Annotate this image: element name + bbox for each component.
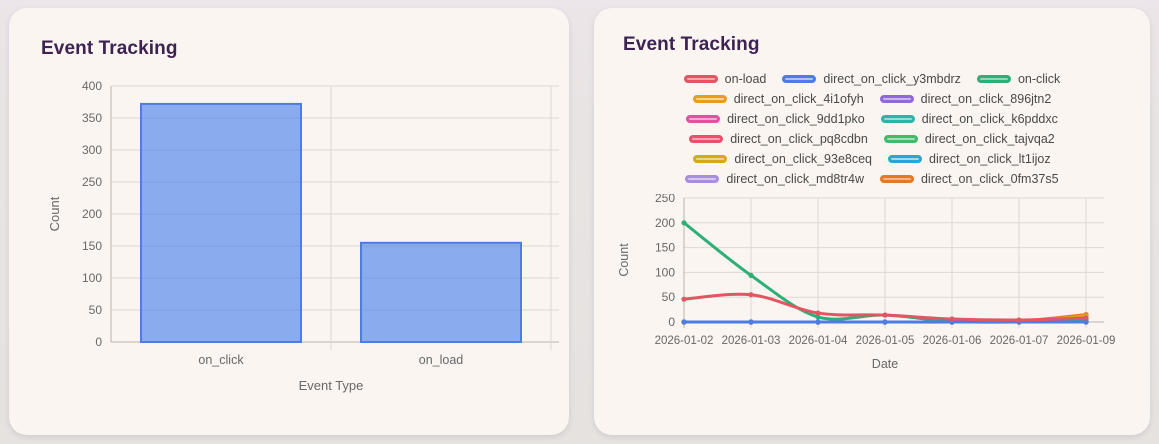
card-title: Event Tracking <box>623 34 760 55</box>
legend-swatch <box>976 75 1011 83</box>
legend-item-direct_on_click_93e8ceq[interactable]: direct_on_click_93e8ceq <box>693 152 872 166</box>
legend-label: on-load <box>724 72 767 86</box>
legend-row: on-load direct_on_click_y3mbdrz on-click <box>608 72 1136 86</box>
y-tick-label: 50 <box>662 290 676 304</box>
point-on-load[interactable] <box>1083 315 1089 321</box>
legend-swatch <box>692 95 727 103</box>
y-axis-title: Count <box>617 243 631 277</box>
chart-legend: on-load direct_on_click_y3mbdrz on-click di… <box>608 72 1136 186</box>
point-on-click[interactable] <box>748 272 754 278</box>
x-axis-title: Event Type <box>299 378 364 393</box>
y-tick-label: 350 <box>82 111 102 125</box>
legend-label: direct_on_click_9dd1pko <box>727 112 865 126</box>
point-on-load[interactable] <box>1016 317 1022 323</box>
legend-item-direct_on_click_4i1ofyh[interactable]: direct_on_click_4i1ofyh <box>692 92 864 106</box>
point-on-click[interactable] <box>815 314 821 320</box>
x-tick-label: on_click <box>198 353 244 367</box>
y-tick-label: 0 <box>95 335 102 349</box>
y-tick-label: 100 <box>655 265 675 279</box>
legend-swatch <box>888 155 922 163</box>
legend-label: direct_on_click_93e8ceq <box>734 152 872 166</box>
legend-row: direct_on_click_4i1ofyh direct_on_click_8… <box>608 92 1136 106</box>
point-direct_on_click_y3mbdrz[interactable] <box>882 319 888 325</box>
legend-swatch <box>879 95 914 103</box>
event-tracking-line-card: Event Tracking on-load direct_on_click_y3… <box>594 8 1150 435</box>
x-tick-label: 2026-01-06 <box>923 335 982 347</box>
x-tick-label: 2026-01-04 <box>789 335 848 347</box>
bar-chart: 0 50 100 150 200 250 300 350 400 on_click on_load E… <box>39 74 569 414</box>
point-on-load[interactable] <box>949 316 955 322</box>
point-direct_on_click_y3mbdrz[interactable] <box>1083 319 1089 325</box>
point-on-load[interactable] <box>748 292 754 298</box>
legend-swatch <box>879 175 914 183</box>
legend-row: direct_on_click_pq8cdbn direct_on_click_t… <box>608 132 1136 146</box>
legend-label: direct_on_click_4i1ofyh <box>733 92 864 106</box>
legend-item-on-click[interactable]: on-click <box>976 72 1061 86</box>
y-tick-label: 0 <box>668 315 675 329</box>
legend-label: direct_on_click_k6pddxc <box>921 112 1058 126</box>
point-direct_on_click_y3mbdrz[interactable] <box>748 319 754 325</box>
legend-swatch <box>693 155 728 163</box>
legend-label: direct_on_click_lt1ijoz <box>929 152 1051 166</box>
legend-item-direct_on_click_k6pddxc[interactable]: direct_on_click_k6pddxc <box>880 112 1058 126</box>
x-tick-label: 2026-01-03 <box>722 335 781 347</box>
point-on-load[interactable] <box>815 310 821 316</box>
legend-item-direct_on_click_lt1ijoz[interactable]: direct_on_click_lt1ijoz <box>888 152 1051 166</box>
legend-item-direct_on_click_md8tr4w[interactable]: direct_on_click_md8tr4w <box>685 172 864 186</box>
y-tick-label: 250 <box>655 194 675 205</box>
x-tick-label: 2026-01-09 <box>1057 335 1116 347</box>
y-tick-label: 200 <box>655 216 675 230</box>
legend-swatch <box>686 115 721 123</box>
legend-swatch <box>880 115 915 123</box>
y-axis-title: Count <box>47 196 62 231</box>
legend-row: direct_on_click_9dd1pko direct_on_click_k… <box>608 112 1136 126</box>
legend-label: direct_on_click_0fm37s5 <box>920 172 1059 186</box>
legend-label: direct_on_click_896jtn2 <box>920 92 1052 106</box>
point-on-load[interactable] <box>681 296 687 302</box>
legend-row: direct_on_click_md8tr4w direct_on_click_0… <box>608 172 1136 186</box>
bar-on_load[interactable] <box>360 241 522 343</box>
legend-item-direct_on_click_y3mbdrz[interactable]: direct_on_click_y3mbdrz <box>782 72 961 86</box>
legend-swatch <box>683 75 718 83</box>
y-tick-label: 100 <box>82 271 102 285</box>
legend-label: direct_on_click_y3mbdrz <box>823 72 961 86</box>
x-tick-label: 2026-01-02 <box>655 335 714 347</box>
legend-swatch <box>685 175 720 183</box>
y-tick-label: 300 <box>82 143 102 157</box>
y-tick-label: 200 <box>82 207 102 221</box>
legend-swatch <box>883 135 918 143</box>
legend-label: direct_on_click_tajvqa2 <box>924 132 1055 146</box>
x-tick-label: 2026-01-07 <box>990 335 1049 347</box>
legend-item-direct_on_click_pq8cdbn[interactable]: direct_on_click_pq8cdbn <box>689 132 868 146</box>
legend-item-direct_on_click_tajvqa2[interactable]: direct_on_click_tajvqa2 <box>883 132 1055 146</box>
line-chart: 0 50 100 150 200 250 2026-01-02 2026-01-03 2026-… <box>612 191 1136 379</box>
point-direct_on_click_y3mbdrz[interactable] <box>681 319 687 325</box>
legend-item-direct_on_click_896jtn2[interactable]: direct_on_click_896jtn2 <box>879 92 1052 106</box>
point-on-load[interactable] <box>882 312 888 318</box>
point-on-click[interactable] <box>681 220 687 226</box>
legend-item-direct_on_click_0fm37s5[interactable]: direct_on_click_0fm37s5 <box>879 172 1059 186</box>
y-tick-label: 400 <box>82 79 102 93</box>
bar-on_click[interactable] <box>140 102 302 344</box>
x-axis-title: Date <box>872 357 898 371</box>
event-tracking-bar-card: Event Tracking 0 50 100 150 200 250 300 350 400 o… <box>9 8 569 435</box>
x-tick-label: on_load <box>419 353 464 367</box>
y-tick-label: 250 <box>82 175 102 189</box>
legend-label: direct_on_click_md8tr4w <box>726 172 864 186</box>
y-tick-label: 150 <box>655 241 675 255</box>
y-tick-label: 50 <box>89 303 103 317</box>
card-title: Event Tracking <box>41 38 178 59</box>
y-tick-label: 150 <box>82 239 102 253</box>
legend-swatch <box>782 75 817 83</box>
legend-row: direct_on_click_93e8ceq direct_on_click_l… <box>608 152 1136 166</box>
legend-item-on-load[interactable]: on-load <box>683 72 767 86</box>
legend-label: direct_on_click_pq8cdbn <box>730 132 868 146</box>
legend-swatch <box>689 135 724 143</box>
x-tick-label: 2026-01-05 <box>856 335 915 347</box>
legend-item-direct_on_click_9dd1pko[interactable]: direct_on_click_9dd1pko <box>686 112 865 126</box>
legend-label: on-click <box>1017 72 1061 86</box>
point-direct_on_click_y3mbdrz[interactable] <box>815 319 821 325</box>
